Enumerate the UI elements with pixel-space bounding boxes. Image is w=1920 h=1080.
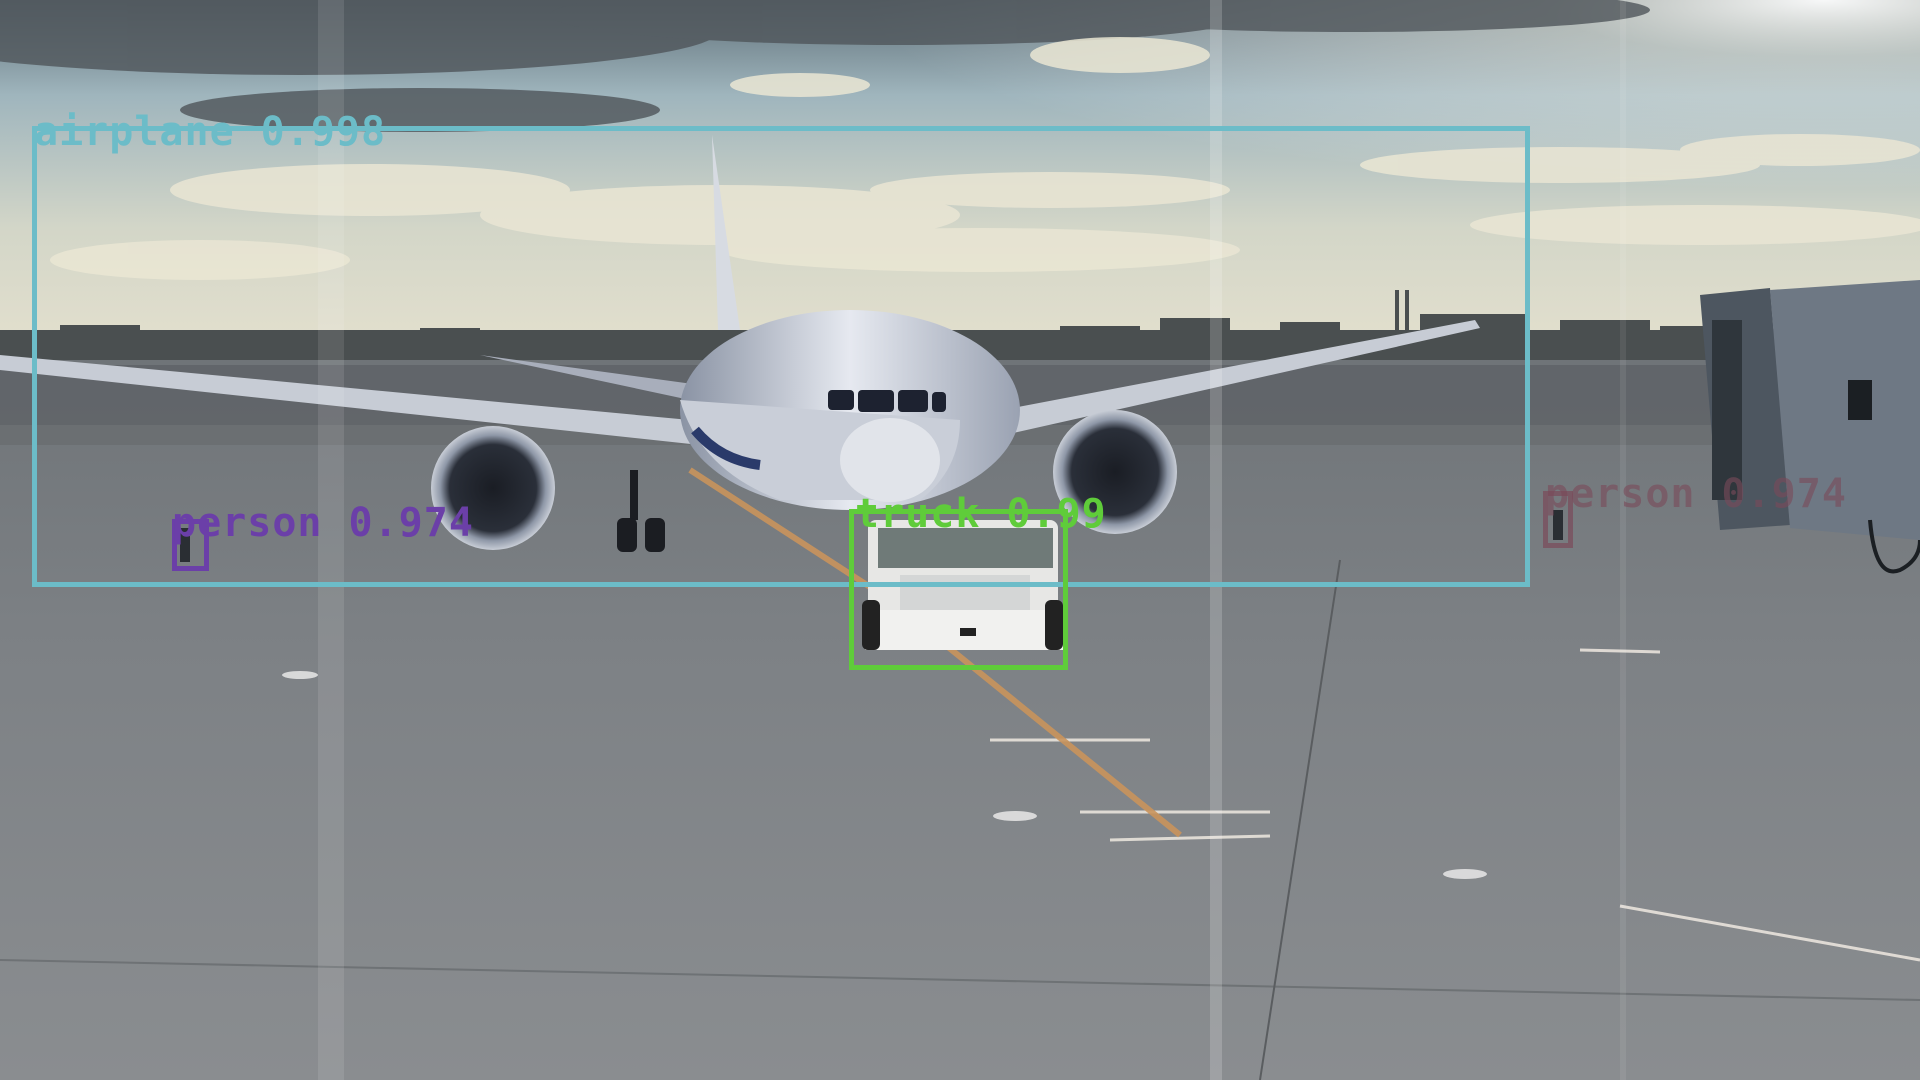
ground-crew-right [1553, 510, 1563, 540]
detection-class: airplane [34, 109, 235, 155]
detection-score: 0.99 [1006, 491, 1107, 537]
airplane [0, 135, 1480, 552]
detection-score: 0.998 [260, 109, 387, 155]
truck-detection-label: truck 0.99 [855, 494, 1107, 534]
detection-score: 0.974 [348, 500, 474, 546]
detection-class: person [1545, 471, 1696, 517]
truck-bounding-box [849, 509, 1068, 670]
clouds [0, 0, 1650, 132]
person-left-bounding-box [172, 519, 209, 571]
detection-score: 0.974 [1721, 471, 1847, 517]
ground-crew-left [180, 528, 190, 562]
detection-class: person [172, 500, 323, 546]
person-left-detection-label: person 0.974 [172, 503, 474, 543]
detection-class: truck [855, 491, 981, 537]
airplane-detection-label: airplane 0.998 [34, 112, 386, 152]
glass-reflections [318, 0, 1626, 1080]
person-right-bounding-box [1543, 491, 1573, 548]
jet-bridge [1700, 280, 1920, 574]
airplane-bounding-box [32, 126, 1530, 587]
person-right-detection-label: person 0.974 [1545, 474, 1847, 514]
